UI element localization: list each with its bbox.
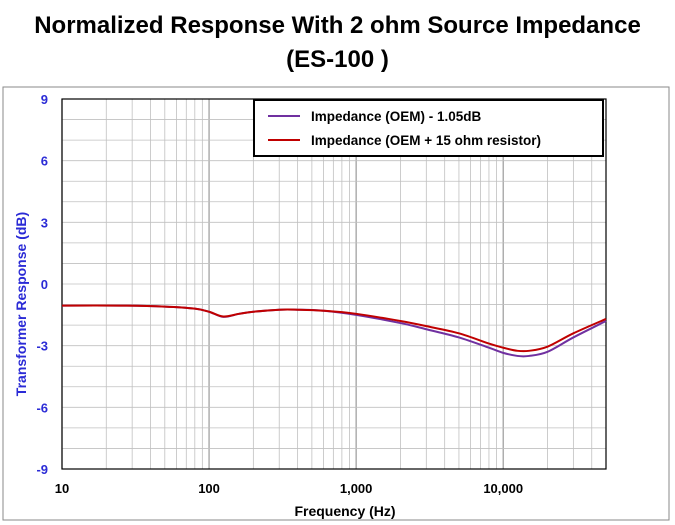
series-layer [61, 304, 607, 358]
y-tick-label: 0 [41, 277, 48, 292]
chart-title: Normalized Response With 2 ohm Source Im… [34, 12, 641, 39]
y-tick-label: 6 [41, 154, 48, 169]
x-tick-label: 10 [55, 481, 69, 496]
y-tick-label: -6 [36, 400, 48, 415]
chart-frame [2, 86, 670, 521]
y-tick-label: 3 [41, 215, 48, 230]
y-axis-label: Transformer Response (dB) [13, 212, 29, 396]
y-tick-label: -9 [36, 462, 48, 477]
legend-box [253, 99, 604, 157]
x-tick-label: 100 [198, 481, 220, 496]
legend-label-oem: Impedance (OEM) - 1.05dB [311, 109, 482, 124]
y-tick-label: -3 [36, 339, 48, 354]
series-line-oem-plus-resistor [61, 304, 607, 353]
legend-label-resistor: Impedance (OEM + 15 ohm resistor) [311, 133, 541, 148]
tick-labels: 10 100 1,000 10,000 9 6 3 0 -3 -6 -9 [36, 92, 523, 496]
series-line-oem [61, 304, 607, 358]
y-tick-label: 9 [41, 92, 48, 107]
x-tick-label: 1,000 [340, 481, 373, 496]
x-tick-label: 10,000 [483, 481, 523, 496]
x-axis-label: Frequency (Hz) [294, 503, 395, 519]
chart-subtitle: (ES-100 ) [286, 46, 389, 73]
legend: Impedance (OEM) - 1.05dB Impedance (OEM … [253, 99, 604, 157]
